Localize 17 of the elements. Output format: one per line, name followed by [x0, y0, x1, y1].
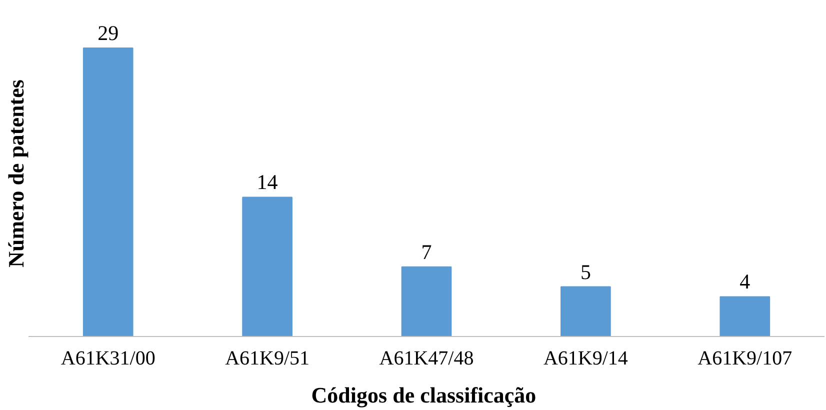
bar	[82, 48, 134, 336]
data-label: 7	[421, 240, 432, 264]
bar	[720, 296, 770, 336]
data-label: 4	[740, 270, 751, 294]
data-label: 29	[98, 21, 119, 46]
y-axis-title: Número de patentes	[4, 79, 28, 268]
x-tick-label: A61K9/51	[225, 348, 310, 370]
data-label: 5	[580, 260, 591, 284]
bar	[560, 286, 611, 336]
data-label: 14	[256, 170, 278, 194]
x-tick-label: A61K47/48	[379, 348, 474, 370]
x-tick-label: A61K9/107	[698, 348, 792, 370]
bar	[242, 196, 292, 336]
bar	[401, 266, 452, 336]
x-tick-label: A61K9/14	[543, 348, 628, 370]
x-axis-title: Códigos de classificação	[311, 382, 536, 408]
x-tick-label: A61K31/00	[60, 348, 156, 370]
